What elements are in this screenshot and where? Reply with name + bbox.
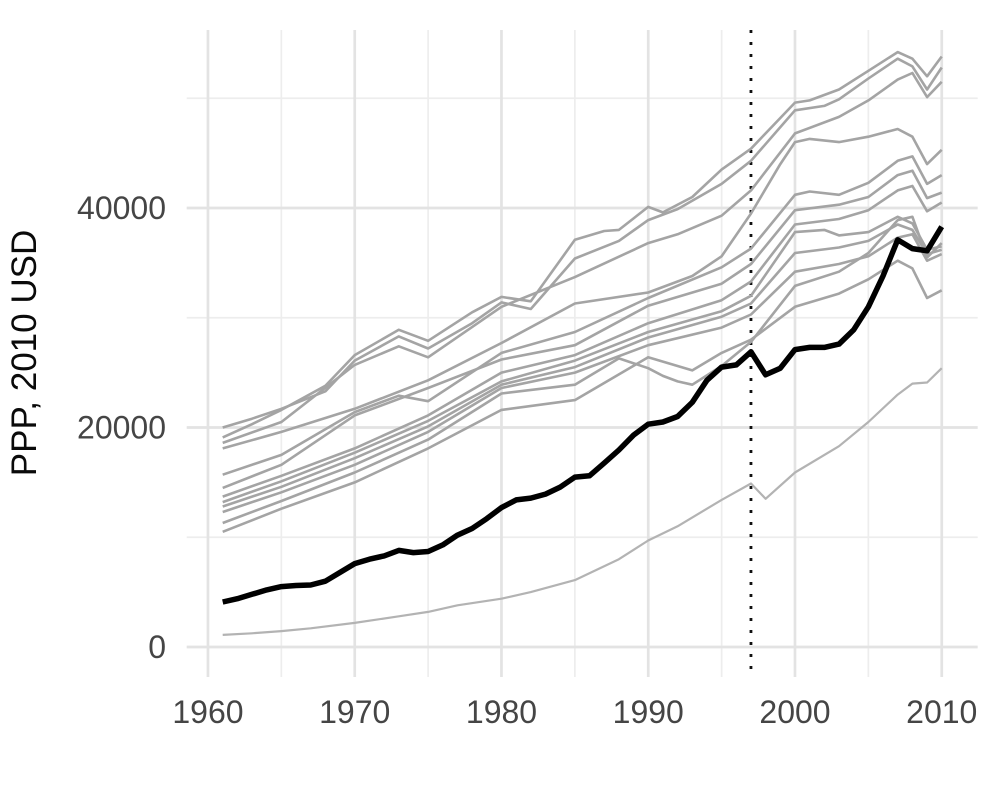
- axis-tick-labels: 1960 1970 1980 1990 2000 2010 0 20000 40000: [77, 190, 977, 730]
- series-line-gray-11: [222, 215, 943, 525]
- x-tick-label-1980: 1980: [466, 694, 537, 730]
- grid-minor-lines: [186, 30, 978, 677]
- series-line-low-gray: [222, 367, 943, 636]
- y-tick-label-0: 0: [148, 629, 166, 665]
- series-line-gray-4: [222, 127, 943, 450]
- y-axis-title: PPP, 2010 USD: [5, 230, 44, 476]
- x-tick-label-2000: 2000: [759, 694, 830, 730]
- y-tick-label-20000: 20000: [77, 410, 166, 446]
- y-tick-label-40000: 40000: [77, 190, 166, 226]
- x-tick-label-1990: 1990: [613, 694, 684, 730]
- series-line-gray-9: [222, 223, 943, 508]
- series-line-gray-8: [222, 215, 942, 504]
- x-tick-label-2010: 2010: [906, 694, 977, 730]
- series-line-gray-1: [222, 50, 943, 439]
- series-line-gray-2: [222, 57, 943, 429]
- series-line-highlight: [222, 225, 945, 605]
- data-series-lines: [222, 50, 945, 636]
- series-line-gray-6: [222, 169, 943, 490]
- grid-major-lines: [186, 30, 978, 677]
- series-line-gray-10: [222, 233, 943, 514]
- x-tick-label-1960: 1960: [172, 694, 243, 730]
- x-tick-label-1970: 1970: [319, 694, 390, 730]
- series-line-gray-7: [222, 184, 943, 498]
- series-line-gray-12: [222, 259, 943, 534]
- series-line-gray-3: [222, 71, 943, 445]
- series-line-gray-5: [222, 155, 943, 476]
